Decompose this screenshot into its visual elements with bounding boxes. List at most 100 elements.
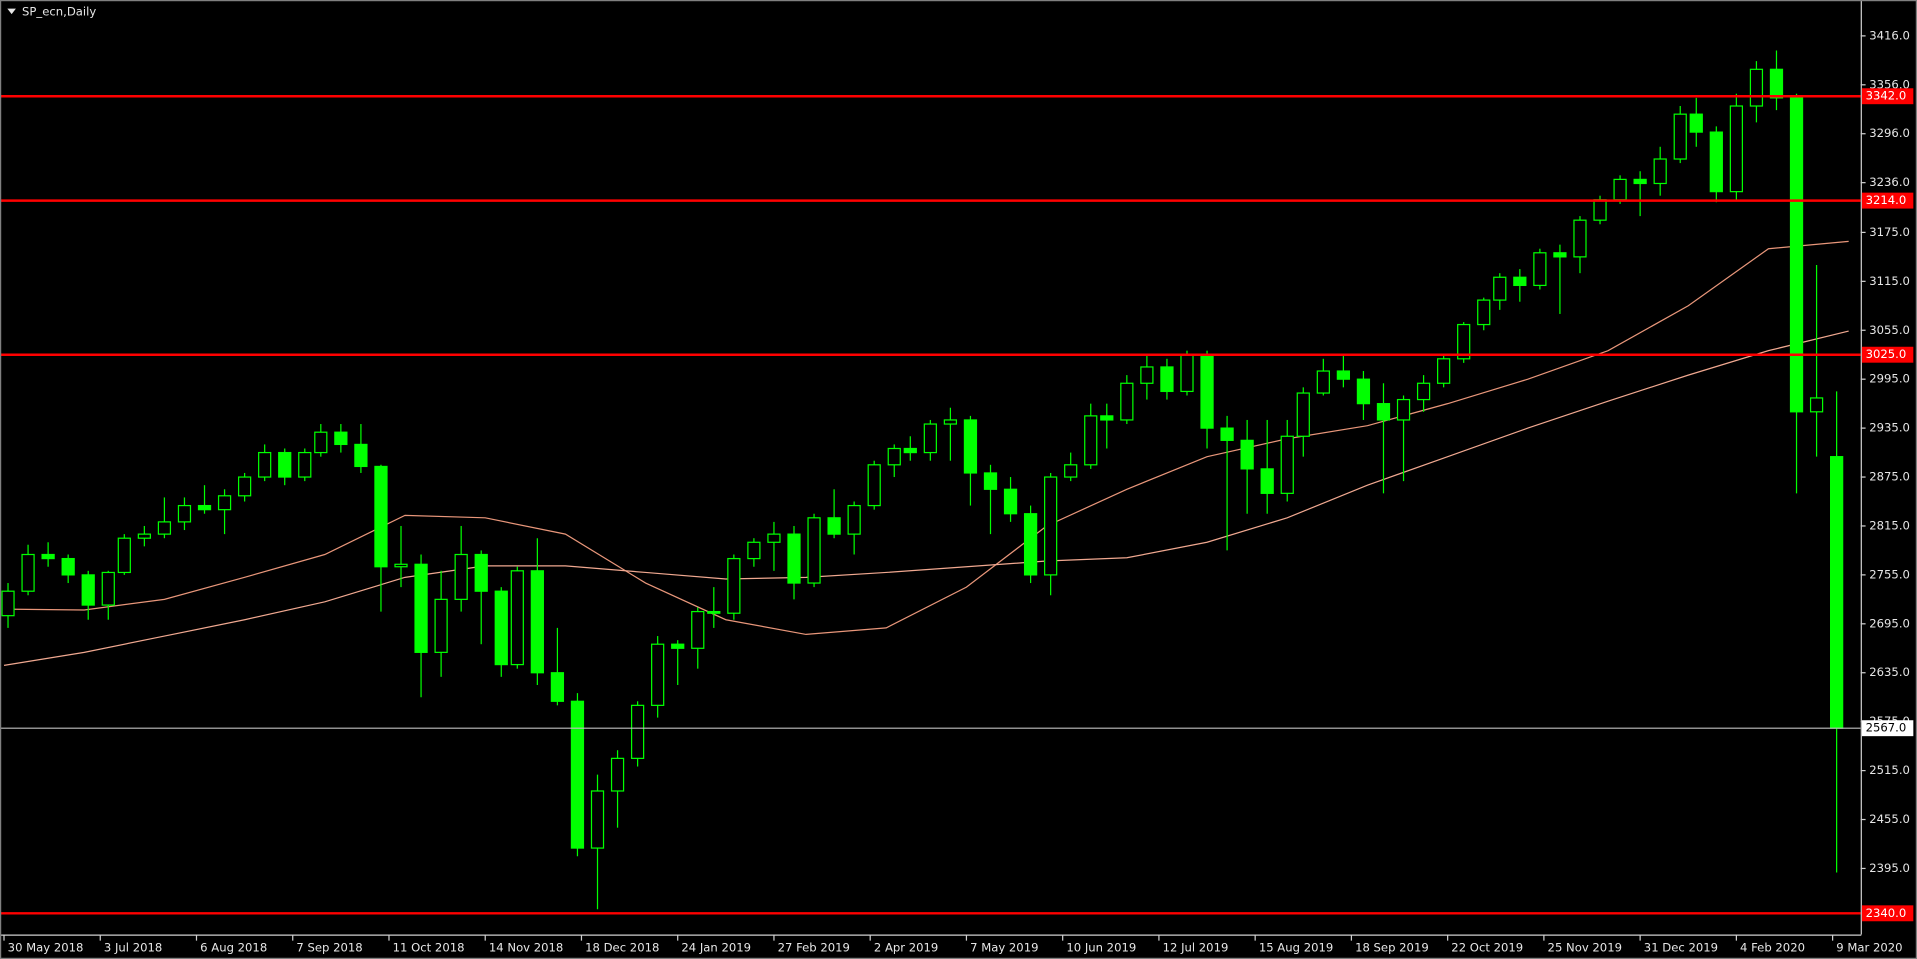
candle-body xyxy=(1376,403,1391,421)
y-tick-label: 3175.0 xyxy=(1869,225,1910,239)
y-tick-label: 2455.0 xyxy=(1869,812,1910,826)
candle-body xyxy=(1573,219,1587,258)
candle-body xyxy=(1689,113,1703,133)
candle-body xyxy=(1749,68,1764,107)
candle-body xyxy=(1140,366,1154,384)
candle-body xyxy=(117,537,131,574)
candle-body xyxy=(1064,464,1078,478)
candle-body xyxy=(258,451,272,478)
x-tick-label: 11 Oct 2018 xyxy=(393,940,465,954)
candle-body xyxy=(867,464,881,507)
candle-body xyxy=(1003,488,1018,515)
candle-body xyxy=(1336,370,1351,380)
candle-body xyxy=(1316,370,1330,394)
candle-body xyxy=(1493,276,1507,301)
candle-body xyxy=(1356,378,1371,405)
candle-body xyxy=(707,610,721,614)
x-tick-label: 2 Apr 2019 xyxy=(874,940,938,954)
x-tick-label: 30 May 2018 xyxy=(8,940,84,954)
candle-body xyxy=(887,447,901,466)
candle-body xyxy=(983,472,998,490)
candle-body xyxy=(1437,358,1451,384)
candle-body xyxy=(374,465,388,568)
y-tick-label: 3055.0 xyxy=(1869,323,1910,337)
candle-body xyxy=(61,557,75,576)
y-tick-label: 2635.0 xyxy=(1869,665,1910,679)
plot-area xyxy=(0,50,1861,915)
candle-body xyxy=(923,423,937,454)
candle-body xyxy=(691,610,705,649)
candle-body xyxy=(1296,392,1310,437)
candle-body xyxy=(963,419,978,474)
candle-body xyxy=(1709,131,1723,193)
axes: 3416.0 3356.0 3296.0 3236.0 3175.0 3115.0 3055… xyxy=(3,28,1914,954)
candle-body xyxy=(510,570,524,666)
candle-body xyxy=(278,451,292,478)
candle-body xyxy=(434,598,448,653)
candle-body xyxy=(727,557,741,614)
x-tick-label: 7 Sep 2018 xyxy=(296,940,362,954)
candle-body xyxy=(1553,252,1567,258)
candle-body xyxy=(847,504,861,535)
menu-triangle[interactable] xyxy=(7,8,16,15)
x-tick-label: 15 Aug 2019 xyxy=(1259,940,1333,954)
x-tick-label: 31 Dec 2019 xyxy=(1644,940,1718,954)
y-tick-label: 2515.0 xyxy=(1869,763,1910,777)
candle-body xyxy=(1769,68,1784,99)
y-tick-label: 3115.0 xyxy=(1869,274,1910,288)
candle-body xyxy=(1416,382,1431,401)
candle-body xyxy=(630,704,645,759)
x-tick-label: 3 Jul 2018 xyxy=(104,940,162,954)
candle-body xyxy=(747,541,761,560)
x-tick-label: 4 Feb 2020 xyxy=(1740,940,1805,954)
candle-body xyxy=(1084,415,1098,466)
candle-body xyxy=(1457,323,1471,360)
candle-body xyxy=(943,419,958,425)
candle-body xyxy=(827,517,841,535)
x-tick-label: 7 May 2019 xyxy=(970,940,1038,954)
y-tick-label: 2995.0 xyxy=(1869,372,1910,386)
level-label: 3025.0 xyxy=(1866,347,1907,361)
candle-body xyxy=(1280,435,1294,494)
level-label: 3342.0 xyxy=(1866,89,1907,103)
candle-body xyxy=(671,643,685,649)
candle-body xyxy=(1100,415,1114,421)
x-tick-label: 9 Mar 2020 xyxy=(1836,940,1902,954)
candle-body xyxy=(314,431,328,454)
candle-body xyxy=(1120,382,1134,421)
candle-body xyxy=(237,476,252,497)
y-tick-label: 2815.0 xyxy=(1869,518,1910,532)
chart-title: SP_ecn,Daily xyxy=(22,5,96,19)
candle-body xyxy=(414,563,428,653)
candle-body xyxy=(494,590,508,666)
last-price-label: 2567.0 xyxy=(1866,721,1907,735)
level-label-box xyxy=(1861,192,1914,209)
y-tick-label: 2755.0 xyxy=(1869,567,1910,581)
candle-body xyxy=(217,495,232,511)
x-tick-label: 24 Jan 2019 xyxy=(681,940,751,954)
candle-body xyxy=(1180,354,1194,393)
x-tick-label: 22 Oct 2019 xyxy=(1451,940,1523,954)
y-tick-label: 3236.0 xyxy=(1869,175,1910,189)
x-tick-label: 27 Feb 2019 xyxy=(778,940,850,954)
moving-average xyxy=(4,240,1849,636)
candle-body xyxy=(1396,398,1411,421)
candle-body xyxy=(767,533,781,543)
candle-body xyxy=(298,451,312,478)
candle-body xyxy=(1220,427,1234,441)
y-tick-label: 3416.0 xyxy=(1869,28,1910,42)
candle-body xyxy=(1477,299,1491,326)
candle-body xyxy=(651,643,665,706)
candle-body xyxy=(1613,178,1627,201)
candle-body xyxy=(137,533,151,539)
y-tick-label: 2395.0 xyxy=(1869,861,1910,875)
candle-body xyxy=(1533,252,1547,287)
y-tick-label: 2695.0 xyxy=(1869,616,1910,630)
x-tick-label: 14 Nov 2018 xyxy=(489,940,563,954)
candle-body xyxy=(550,672,565,702)
level-label-box xyxy=(1861,905,1914,922)
x-tick-label: 18 Sep 2019 xyxy=(1355,940,1429,954)
